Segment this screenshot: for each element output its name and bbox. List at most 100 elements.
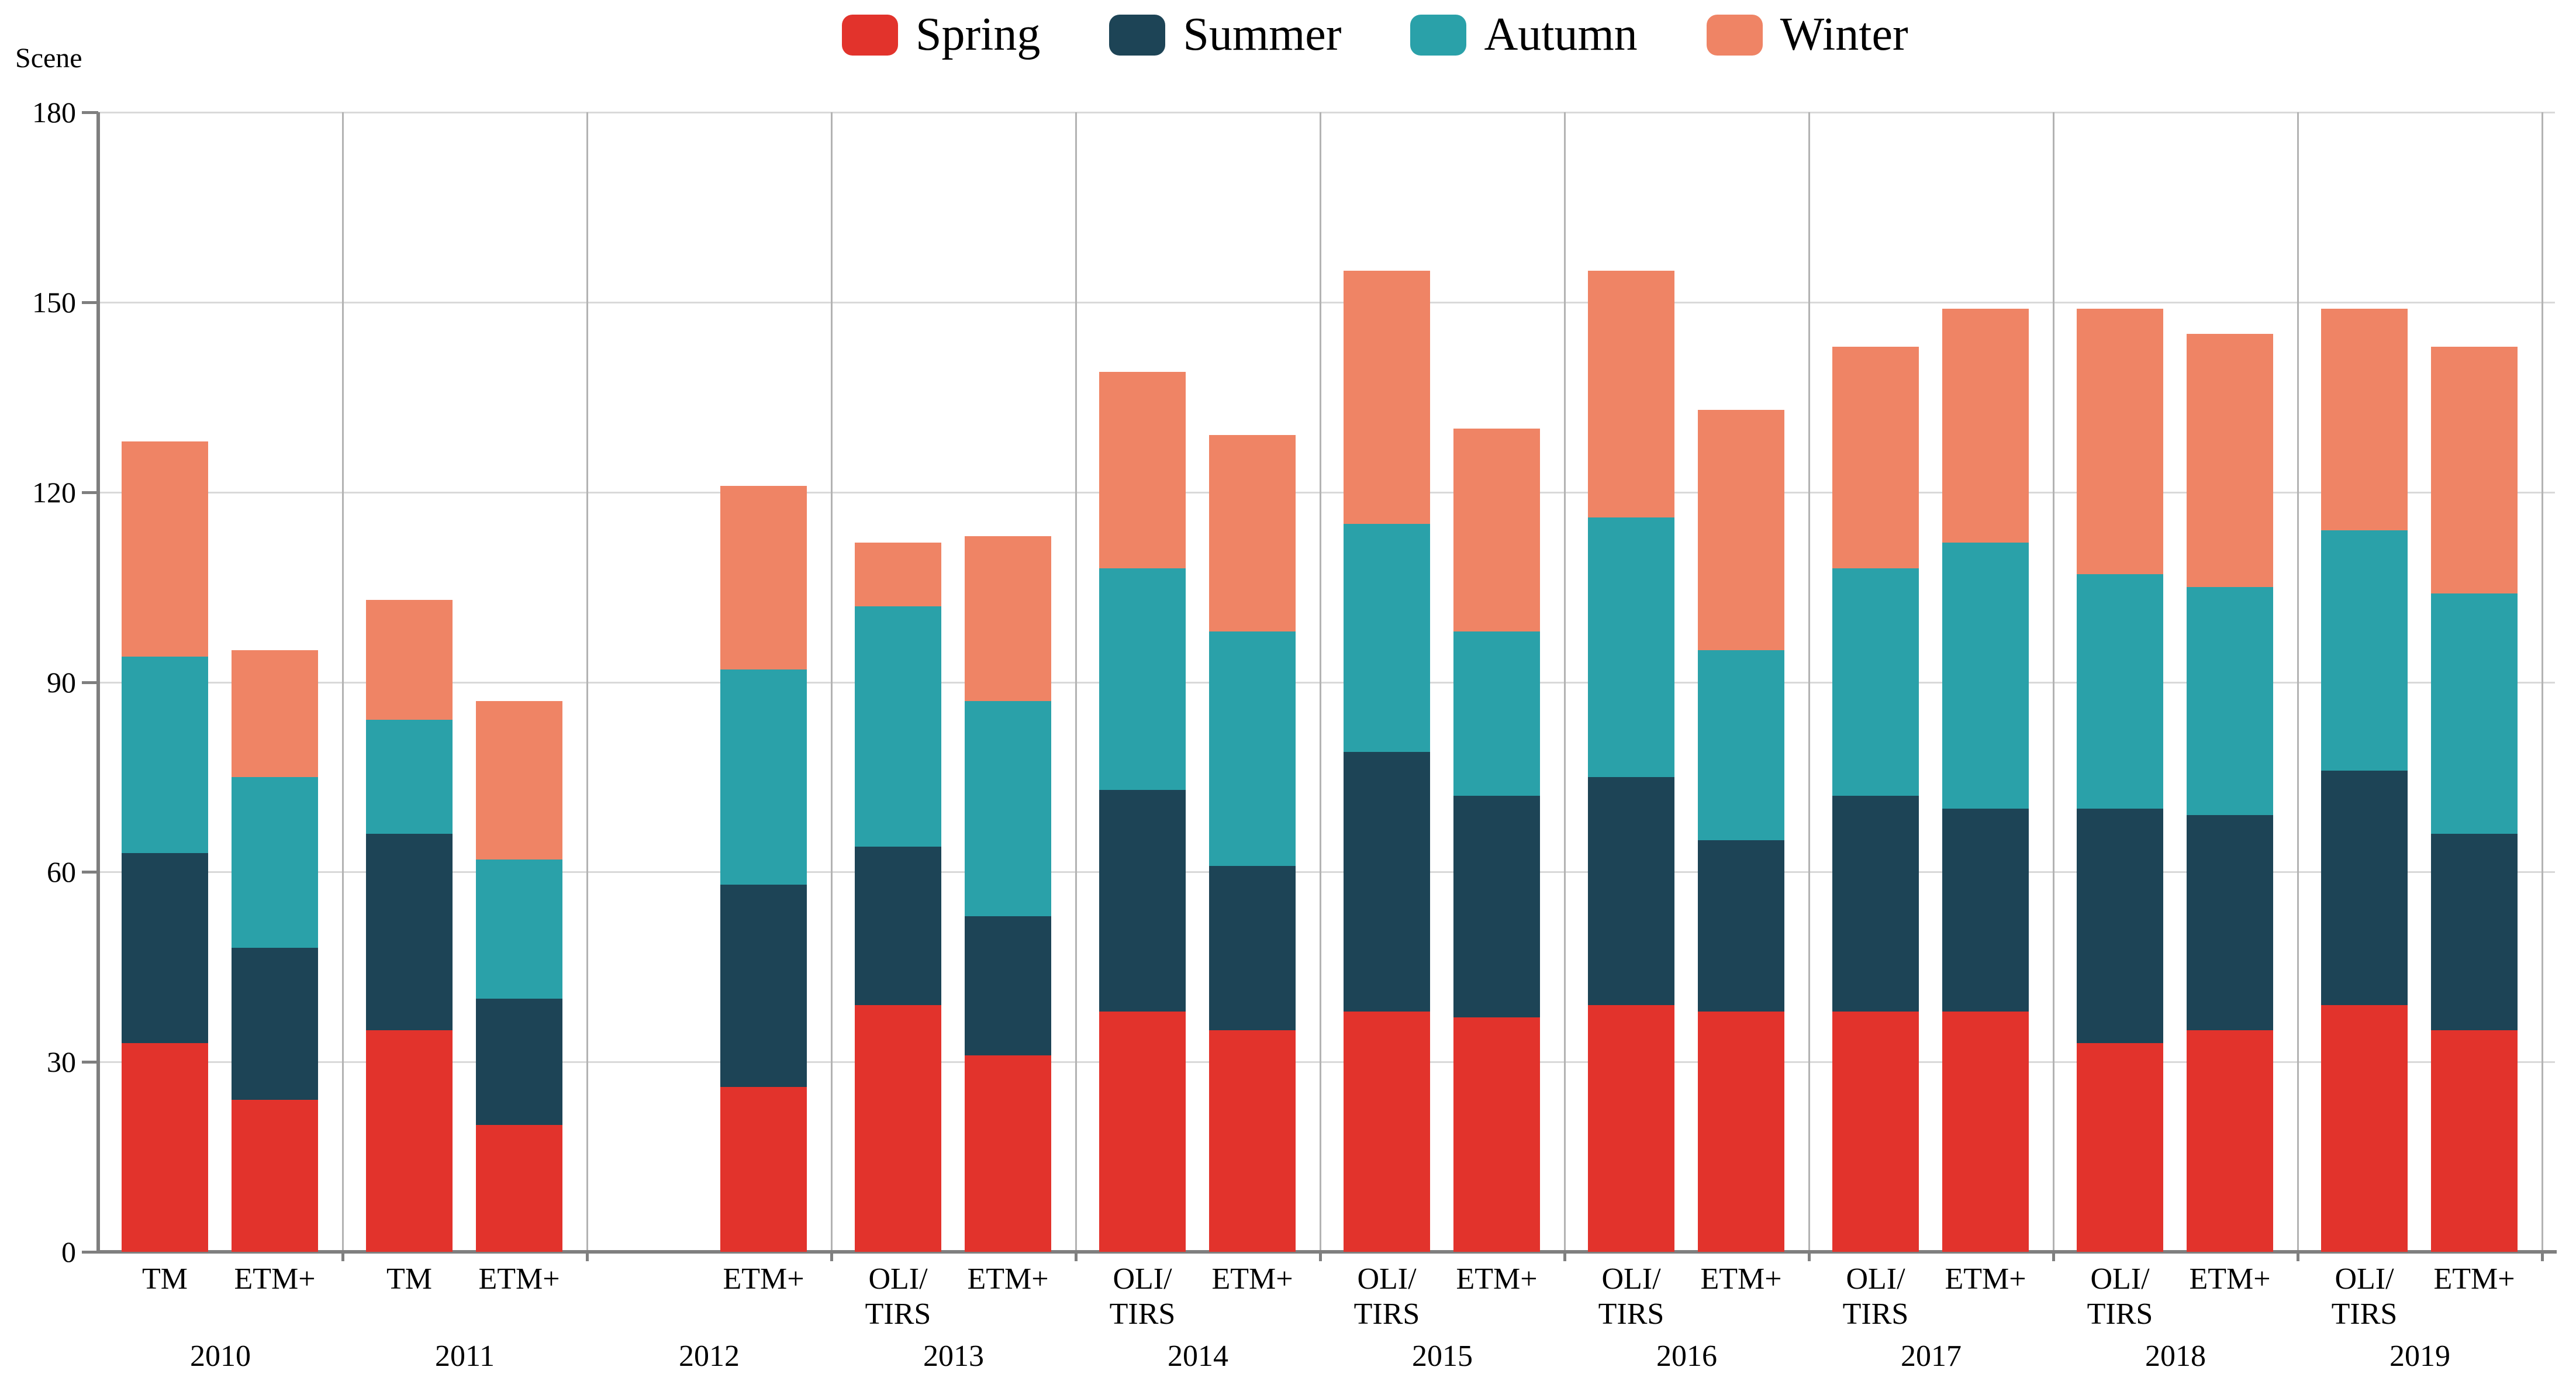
x-sensor-label: ETM+ <box>1700 1262 1782 1296</box>
gridline-vertical <box>1808 112 1810 1252</box>
x-axis-tick <box>1319 1252 1322 1261</box>
legend-swatch-icon <box>1706 14 1763 56</box>
bar-segment-summer <box>965 916 1051 1056</box>
bar-segment-autumn <box>1099 568 1186 790</box>
legend-label: Summer <box>1183 9 1342 60</box>
bar-segment-winter <box>476 700 562 860</box>
bar-segment-spring <box>965 1055 1051 1252</box>
gridline-vertical <box>2053 112 2054 1252</box>
y-tick-label: 30 <box>47 1045 76 1079</box>
bar-segment-summer <box>1344 751 1430 1012</box>
bar-segment-spring <box>476 1125 562 1252</box>
x-sensor-label: TM <box>386 1262 432 1296</box>
bar-segment-spring <box>1832 1011 1919 1252</box>
bar-segment-autumn <box>232 776 318 948</box>
bar-segment-winter <box>366 599 453 720</box>
bar-segment-autumn <box>1344 523 1430 752</box>
y-axis-tick <box>82 1061 98 1064</box>
bar-segment-winter <box>2187 333 2273 588</box>
x-year-label: 2012 <box>679 1340 740 1373</box>
bar-segment-spring <box>1588 1005 1674 1252</box>
y-axis-tick <box>82 491 98 494</box>
gridline-vertical <box>831 112 833 1252</box>
bar-segment-autumn <box>965 700 1051 917</box>
gridline-horizontal <box>98 1061 2555 1064</box>
bar-segment-winter <box>122 441 208 657</box>
bar-segment-spring <box>1453 1017 1540 1252</box>
bar-segment-summer <box>2321 771 2408 1005</box>
bar-segment-spring <box>1344 1011 1430 1252</box>
gridline-vertical <box>586 112 588 1252</box>
bar-segment-spring <box>1099 1011 1186 1252</box>
x-axis-tick <box>341 1252 344 1261</box>
bar-segment-spring <box>720 1087 807 1252</box>
bar-segment-autumn <box>1209 631 1296 866</box>
x-sensor-label: ETM+ <box>2433 1262 2515 1296</box>
y-tick-label: 0 <box>61 1235 76 1268</box>
bar-segment-winter <box>1209 435 1296 631</box>
y-tick-label: 120 <box>32 475 76 509</box>
legend-entry-spring: Spring <box>842 8 1040 61</box>
x-sensor-label: OLI/ TIRS <box>1598 1262 1665 1331</box>
gridline-horizontal <box>98 301 2555 303</box>
bar-segment-spring <box>1209 1030 1296 1252</box>
x-year-label: 2013 <box>923 1340 984 1373</box>
gridline-vertical <box>1320 112 1321 1252</box>
gridline-horizontal <box>98 491 2555 493</box>
bar-segment-summer <box>366 834 453 1031</box>
bar-segment-winter <box>855 543 941 606</box>
x-sensor-label: OLI/ TIRS <box>1109 1262 1176 1331</box>
bar-segment-summer <box>855 847 941 1005</box>
y-axis-tick <box>82 111 98 114</box>
bar-segment-winter <box>1942 308 2029 543</box>
x-year-label: 2016 <box>1656 1340 1717 1373</box>
bar-segment-winter <box>2321 308 2408 530</box>
x-axis-tick <box>2541 1252 2544 1261</box>
x-sensor-label: OLI/ TIRS <box>2331 1262 2398 1331</box>
bar-segment-autumn <box>1832 568 1919 796</box>
bar-segment-summer <box>1588 776 1674 1005</box>
bar-segment-summer <box>1942 809 2029 1012</box>
gridline-vertical <box>1564 112 1566 1252</box>
gridline-vertical <box>2297 112 2299 1252</box>
y-axis-tick <box>82 301 98 304</box>
bar-segment-summer <box>476 998 562 1126</box>
bar-segment-winter <box>1344 270 1430 524</box>
x-sensor-label: OLI/ TIRS <box>2087 1262 2153 1331</box>
x-sensor-label: ETM+ <box>1945 1262 2026 1296</box>
x-axis-tick <box>1075 1252 1078 1261</box>
bar-segment-autumn <box>2187 587 2273 815</box>
bar-segment-winter <box>1588 270 1674 517</box>
x-sensor-label: ETM+ <box>967 1262 1049 1296</box>
bar-segment-summer <box>2187 814 2273 1031</box>
gridline-vertical <box>1075 112 1077 1252</box>
x-axis-tick <box>2297 1252 2299 1261</box>
y-axis-tick <box>82 681 98 684</box>
bar-segment-spring <box>366 1030 453 1252</box>
bar-segment-autumn <box>1588 517 1674 777</box>
legend-entry-summer: Summer <box>1109 8 1341 61</box>
x-axis-tick <box>830 1252 833 1261</box>
legend: Spring Summer Autumn Winter <box>842 8 1908 61</box>
gridline-horizontal <box>98 681 2555 684</box>
bar-segment-summer <box>232 948 318 1100</box>
x-sensor-label: ETM+ <box>1211 1262 1293 1296</box>
x-sensor-label: OLI/ TIRS <box>1842 1262 1909 1331</box>
bar-segment-summer <box>122 852 208 1043</box>
bar-segment-summer <box>1453 796 1540 1018</box>
bar-segment-autumn <box>720 669 807 885</box>
y-axis-title: Scene <box>15 43 82 74</box>
x-sensor-label: ETM+ <box>234 1262 316 1296</box>
bar-segment-winter <box>965 536 1051 701</box>
bar-segment-autumn <box>2077 574 2163 809</box>
x-axis-line <box>96 1250 2557 1254</box>
bar-segment-autumn <box>122 657 208 853</box>
bar-segment-winter <box>2077 308 2163 575</box>
bar-segment-spring <box>2321 1005 2408 1252</box>
legend-label: Autumn <box>1484 9 1638 60</box>
bar-segment-winter <box>1832 346 1919 568</box>
bar-segment-spring <box>232 1100 318 1252</box>
y-axis-line <box>96 112 100 1254</box>
x-sensor-label: TM <box>142 1262 188 1296</box>
